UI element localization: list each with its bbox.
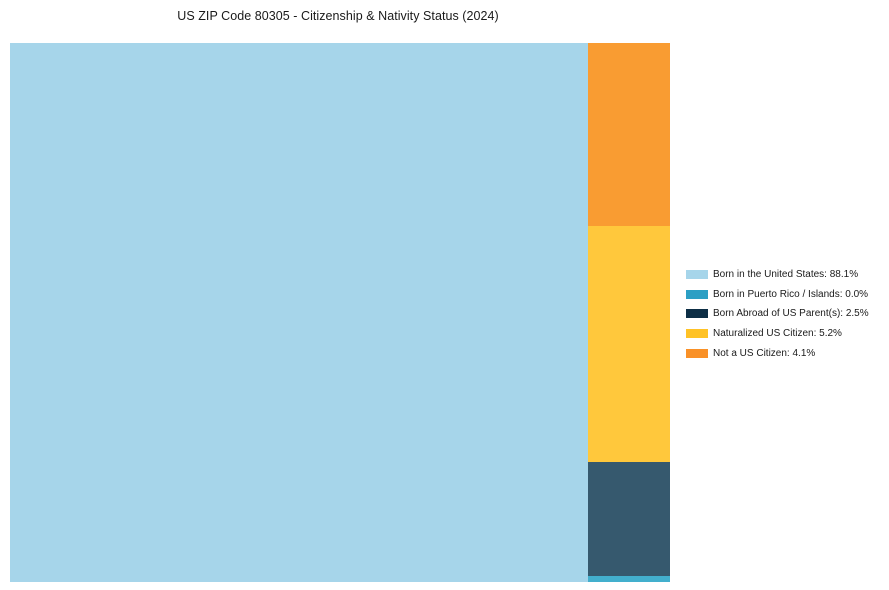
page-title: US ZIP Code 80305 - Citizenship & Nativi… (177, 9, 499, 23)
legend-swatch-icon (686, 309, 708, 319)
legend-item-label: Born in Puerto Rico / Islands: 0.0% (713, 288, 869, 300)
legend-swatch-icon (686, 289, 708, 299)
legend-swatch-icon (686, 348, 708, 358)
treemap-tile[interactable] (588, 225, 670, 462)
treemap-tile[interactable] (588, 461, 670, 576)
legend-item[interactable]: Born in the United States: 88.1% (686, 265, 881, 285)
treemap-tile[interactable] (588, 575, 670, 582)
legend-item-label: Born Abroad of US Parent(s): 2.5% (713, 308, 869, 320)
legend-swatch-icon (686, 270, 708, 280)
legend-item-label: Naturalized US Citizen: 5.2% (713, 328, 842, 340)
treemap-tile[interactable] (10, 43, 589, 582)
legend-item[interactable]: Not a US Citizen: 4.1% (686, 343, 881, 363)
legend-item-label: Born in the United States: 88.1% (713, 269, 859, 281)
legend-item-label: Not a US Citizen: 4.1% (713, 347, 816, 359)
chart-legend: Born in the United States: 88.1% Born in … (686, 265, 881, 363)
legend-item[interactable]: Naturalized US Citizen: 5.2% (686, 324, 881, 344)
legend-item[interactable]: Born in Puerto Rico / Islands: 0.0% (686, 285, 881, 305)
treemap-plot-area (10, 43, 670, 582)
legend-item[interactable]: Born Abroad of US Parent(s): 2.5% (686, 304, 881, 324)
legend-swatch-icon (686, 329, 708, 339)
treemap-tile[interactable] (588, 43, 670, 226)
